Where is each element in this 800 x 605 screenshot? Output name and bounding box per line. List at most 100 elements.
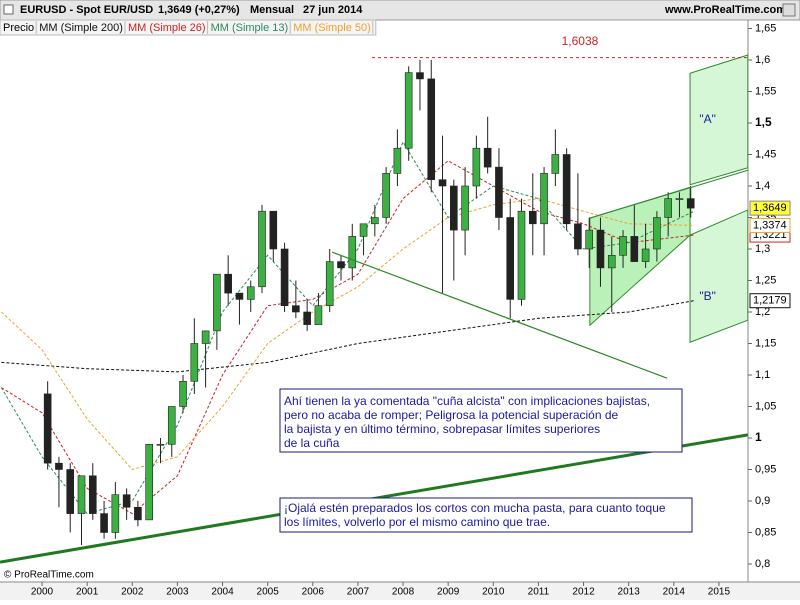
chart-title: EURUSD - Spot EUR/USD (20, 4, 153, 16)
y-tick-label: 1,25 (755, 274, 776, 286)
candle-body (77, 475, 86, 514)
candle-body (269, 210, 278, 250)
candle-body (686, 198, 695, 209)
candle-body (348, 236, 357, 269)
legend-entry[interactable]: MM (Simple 200) (39, 22, 123, 34)
y-tick-label: 1,2 (755, 306, 770, 318)
x-axis-bar (0, 582, 800, 600)
candle-body (179, 380, 187, 407)
header-bar (0, 0, 800, 21)
candle-body (562, 154, 571, 225)
candle-body (111, 494, 120, 533)
legend-entry[interactable]: Precio (3, 22, 34, 34)
candle-body (224, 273, 232, 294)
candle-body (506, 217, 515, 300)
note-frame (279, 497, 693, 533)
x-tick-label: 2015 (708, 587, 731, 598)
candle-body (528, 210, 537, 225)
channel-label: "A" (699, 112, 716, 126)
note-line: pero no acaba de romper; Peligrosa la po… (284, 408, 619, 422)
last-value-label: 1,2179 (753, 295, 787, 307)
y-tick-label: 1,3 (755, 243, 770, 255)
last-value-box (749, 200, 791, 216)
candle-body (156, 443, 165, 446)
candle-body (540, 173, 548, 225)
candle-body (337, 261, 345, 269)
y-tick-label: 1,45 (755, 148, 776, 160)
note-frame (279, 388, 683, 453)
y-tick-label: 1,55 (755, 85, 776, 97)
candle-body (664, 198, 672, 218)
y-tick-label: 1,1 (755, 369, 770, 381)
trend-line (331, 251, 668, 379)
candle-body (134, 506, 142, 521)
candle-body (43, 393, 52, 464)
candle-body (122, 494, 131, 508)
candle-body (246, 286, 255, 300)
candle-body (450, 185, 458, 231)
x-tick-label: 2005 (257, 587, 280, 598)
candle-body (359, 223, 368, 237)
y-tick-label: 1 (755, 430, 762, 444)
moving-average (1, 160, 695, 515)
x-tick-label: 2008 (392, 587, 415, 598)
window-button[interactable] (782, 3, 796, 17)
trend-line (589, 169, 748, 219)
candle-body (427, 78, 436, 180)
x-tick-label: 2009 (437, 587, 460, 598)
candle-body (325, 261, 334, 306)
plot-area: "A" "B" (0, 54, 748, 564)
candle-body (292, 305, 300, 313)
last-value-label: 1,3374 (753, 219, 787, 231)
note-line: de la cuña (284, 436, 340, 450)
legend-entry[interactable]: MM (Simple 50) (293, 22, 371, 34)
candle-body (551, 154, 560, 174)
x-tick-label: 2007 (347, 587, 370, 598)
x-tick-label: 2012 (572, 587, 595, 598)
candle-body (619, 236, 627, 256)
x-tick-label: 2014 (663, 587, 686, 598)
x-tick-label: 2004 (211, 587, 234, 598)
legend: Precio MM (Simple 200) MM (Simple 26) MM (S… (0, 19, 377, 36)
moving-average (0, 140, 695, 515)
candle-body (55, 462, 63, 470)
candle-body (461, 185, 469, 231)
x-tick-label: 2000 (31, 587, 54, 598)
candle-body (517, 210, 526, 300)
candle-body (303, 311, 311, 325)
y-tick-label: 1,6 (755, 54, 770, 66)
x-tick-label: 2003 (166, 587, 189, 598)
y-tick-label: 0,9 (755, 495, 770, 507)
candle-body (574, 223, 582, 250)
candle-body (213, 273, 221, 332)
x-tick-label: 2013 (618, 587, 641, 598)
candle-body (585, 229, 593, 250)
menu-icon[interactable] (3, 4, 14, 15)
x-tick-label: 2001 (76, 587, 99, 598)
level-label: 1,6038 (562, 34, 599, 48)
candle-body (483, 147, 492, 168)
y-tick-label: 0,85 (755, 526, 776, 538)
y-tick-label: 1,5 (755, 115, 772, 129)
legend-entry[interactable]: MM (Simple 26) (128, 22, 206, 34)
candle-body (630, 236, 639, 262)
note-line: Ahí tienen la ya comentada "cuña alcista… (284, 394, 650, 408)
copyright: © ProRealTime.com (4, 570, 94, 581)
candle-body (314, 305, 323, 325)
candle-body (404, 72, 413, 149)
period: Mensual (250, 4, 294, 16)
x-tick-label: 2002 (121, 587, 144, 598)
candle-body (416, 72, 424, 80)
quote: 1,3649 (+0,27%) (158, 4, 240, 16)
candle-body (190, 343, 199, 382)
candle-body (641, 248, 650, 262)
source: www.ProRealTime.com (664, 4, 786, 16)
note-box: Ahí tienen la ya comentada "cuña alcista… (279, 388, 683, 453)
x-tick-label: 2010 (482, 587, 505, 598)
legend-bar (0, 19, 377, 36)
candle-body (201, 330, 210, 344)
candle-body (472, 147, 481, 187)
legend-entry[interactable]: MM (Simple 13) (211, 22, 289, 34)
y-tick-label: 1,65 (755, 22, 776, 34)
